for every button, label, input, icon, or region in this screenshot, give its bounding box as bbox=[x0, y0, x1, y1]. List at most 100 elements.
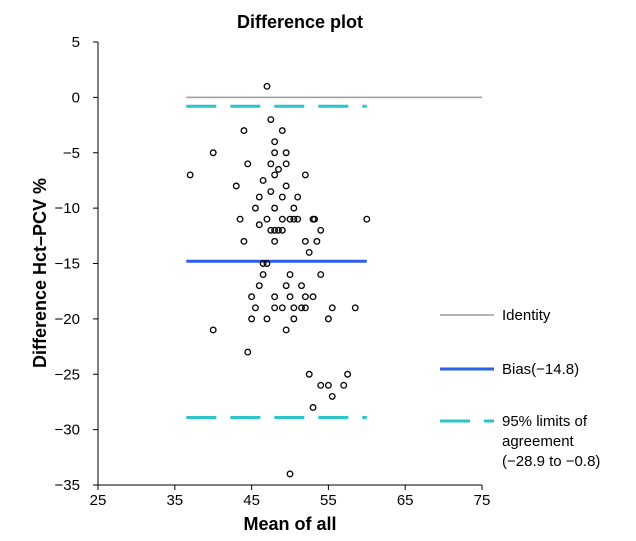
legend-label: 95% limits of bbox=[502, 413, 588, 430]
data-point bbox=[328, 304, 336, 312]
data-point bbox=[259, 271, 267, 279]
data-point bbox=[298, 282, 305, 290]
data-point bbox=[263, 315, 271, 323]
data-point bbox=[286, 470, 294, 478]
data-point bbox=[251, 204, 259, 212]
y-tick-label: −10 bbox=[55, 200, 80, 217]
y-axis-title: Difference Hct–PCV % bbox=[30, 178, 50, 368]
data-point bbox=[267, 116, 275, 123]
y-tick-label: −35 bbox=[55, 477, 80, 494]
data-point bbox=[328, 392, 336, 400]
data-point bbox=[313, 237, 321, 245]
data-point bbox=[305, 248, 313, 256]
data-point bbox=[267, 160, 275, 168]
data-point bbox=[317, 226, 325, 234]
data-point bbox=[311, 215, 319, 223]
data-point bbox=[236, 215, 244, 223]
data-point bbox=[290, 315, 298, 323]
data-point bbox=[305, 370, 313, 378]
data-point bbox=[263, 215, 271, 223]
data-point bbox=[286, 293, 294, 301]
data-point bbox=[282, 326, 290, 334]
data-point bbox=[351, 304, 359, 312]
data-point bbox=[271, 204, 279, 212]
data-point bbox=[290, 304, 298, 312]
data-point bbox=[278, 127, 286, 135]
data-point bbox=[259, 260, 267, 267]
data-point bbox=[271, 171, 279, 179]
data-point bbox=[324, 381, 332, 389]
data-point bbox=[282, 160, 290, 168]
data-point bbox=[301, 237, 309, 245]
data-point bbox=[363, 215, 371, 223]
data-point bbox=[282, 282, 290, 290]
data-point bbox=[271, 293, 279, 301]
y-tick-label: −15 bbox=[55, 256, 80, 273]
data-point bbox=[294, 215, 302, 223]
data-point bbox=[240, 237, 248, 245]
data-point bbox=[290, 215, 298, 223]
data-point bbox=[286, 215, 294, 223]
x-tick-label: 45 bbox=[243, 492, 260, 509]
data-point bbox=[278, 215, 286, 223]
data-point bbox=[309, 404, 317, 411]
legend-label: Identity bbox=[502, 307, 551, 324]
x-tick-label: 65 bbox=[397, 492, 414, 509]
data-point bbox=[286, 271, 294, 279]
data-point bbox=[324, 315, 332, 323]
data-points bbox=[186, 82, 371, 478]
data-point bbox=[240, 127, 248, 135]
data-point bbox=[244, 348, 252, 356]
data-point bbox=[278, 226, 286, 234]
chart-title: Difference plot bbox=[237, 12, 363, 32]
data-point bbox=[317, 381, 325, 389]
data-point bbox=[263, 260, 271, 267]
data-point bbox=[340, 381, 348, 389]
data-point bbox=[278, 304, 286, 312]
x-axis-title: Mean of all bbox=[243, 514, 336, 534]
data-point bbox=[317, 271, 325, 279]
data-point bbox=[232, 182, 240, 190]
data-point bbox=[244, 160, 252, 168]
data-point bbox=[309, 293, 317, 301]
y-tick-label: −25 bbox=[55, 366, 80, 383]
data-point bbox=[248, 315, 256, 323]
legend-label: agreement bbox=[502, 433, 575, 450]
data-point bbox=[271, 226, 279, 234]
data-point bbox=[301, 171, 309, 179]
data-point bbox=[267, 226, 275, 234]
reference-lines bbox=[186, 96, 482, 419]
x-tick-label: 55 bbox=[320, 492, 337, 509]
data-point bbox=[255, 282, 263, 290]
data-point bbox=[255, 221, 263, 229]
data-point bbox=[298, 304, 305, 312]
data-point bbox=[209, 326, 217, 334]
data-point bbox=[301, 293, 309, 301]
data-point bbox=[344, 370, 352, 378]
data-point bbox=[271, 304, 279, 312]
legend-label: Bias(−14.8) bbox=[502, 361, 579, 378]
data-point bbox=[248, 293, 256, 301]
x-tick-label: 25 bbox=[90, 492, 107, 509]
data-point bbox=[251, 304, 259, 312]
data-point bbox=[294, 193, 302, 201]
data-point bbox=[275, 226, 282, 234]
y-tick-label: −5 bbox=[63, 145, 80, 162]
legend-label: (−28.9 to −0.8) bbox=[502, 453, 600, 470]
data-point bbox=[263, 82, 271, 90]
x-tick-label: 75 bbox=[474, 492, 491, 509]
y-tick-label: −20 bbox=[55, 311, 80, 328]
y-tick-label: 5 bbox=[72, 34, 80, 51]
legend: Identity Bias(−14.8) 95% limits of agreemen… bbox=[440, 307, 600, 470]
data-point bbox=[259, 176, 267, 184]
x-tick-label: 35 bbox=[166, 492, 183, 509]
data-point bbox=[267, 188, 275, 195]
data-point bbox=[301, 304, 309, 312]
data-point bbox=[271, 138, 279, 146]
data-point bbox=[186, 171, 194, 179]
data-point bbox=[209, 149, 217, 157]
data-point bbox=[255, 193, 263, 201]
axes: 5 0 −5 −10 −15 −20 −25 −30 −35 25 35 45 55 65 75 bbox=[55, 34, 491, 509]
data-point bbox=[271, 237, 279, 245]
